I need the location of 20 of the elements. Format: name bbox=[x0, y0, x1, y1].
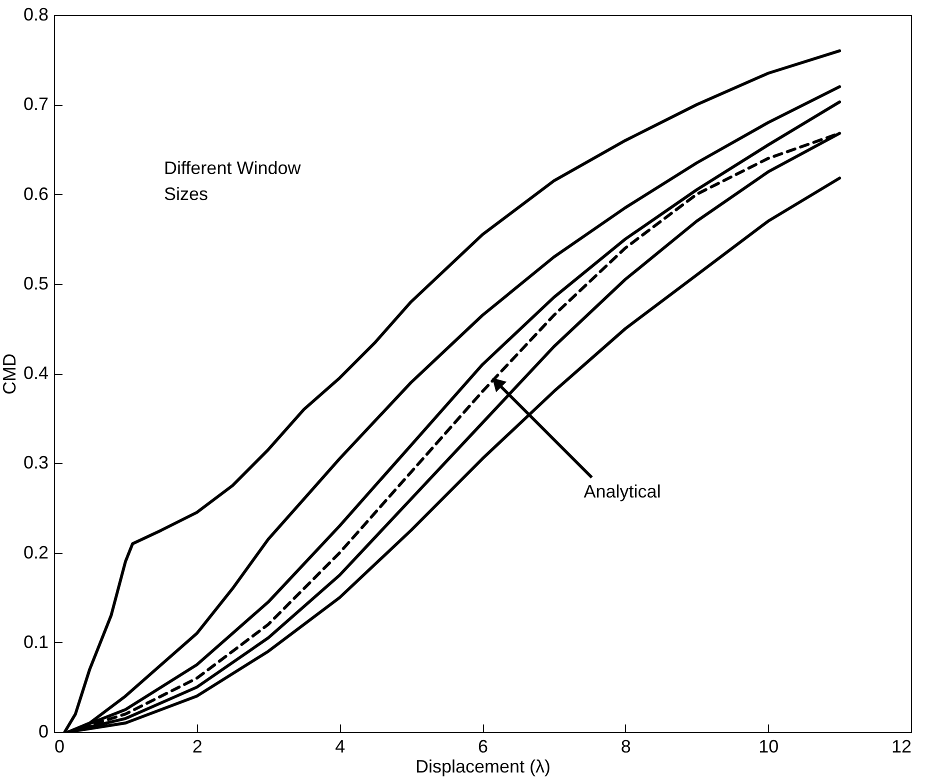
annotation: Analytical bbox=[584, 481, 661, 502]
x-axis-title: Displacement (λ) bbox=[415, 756, 551, 776]
y-tick-label: 0.8 bbox=[23, 4, 48, 24]
y-tick-label: 0.5 bbox=[23, 273, 48, 294]
y-tick-label: 0.4 bbox=[23, 363, 48, 383]
y-axis-title: CMD bbox=[0, 354, 20, 394]
x-tick-label: 6 bbox=[478, 736, 488, 756]
annotation: Different Window Sizes bbox=[164, 158, 302, 204]
y-tick-label: 0.6 bbox=[23, 184, 48, 204]
x-tick-label: 0 bbox=[54, 736, 65, 756]
x-tick-label: 4 bbox=[335, 736, 346, 756]
y-tick-label: 0 bbox=[38, 722, 48, 742]
x-tick-label: 10 bbox=[758, 736, 779, 756]
x-tick-label: 8 bbox=[620, 736, 631, 756]
y-tick-label: 0.7 bbox=[23, 94, 48, 114]
x-tick-label: 12 bbox=[891, 736, 912, 756]
y-tick-label: 0.1 bbox=[23, 632, 48, 652]
y-tick-label: 0.2 bbox=[23, 542, 48, 562]
y-tick-label: 0.3 bbox=[23, 452, 48, 473]
x-tick-label: 2 bbox=[192, 736, 202, 756]
